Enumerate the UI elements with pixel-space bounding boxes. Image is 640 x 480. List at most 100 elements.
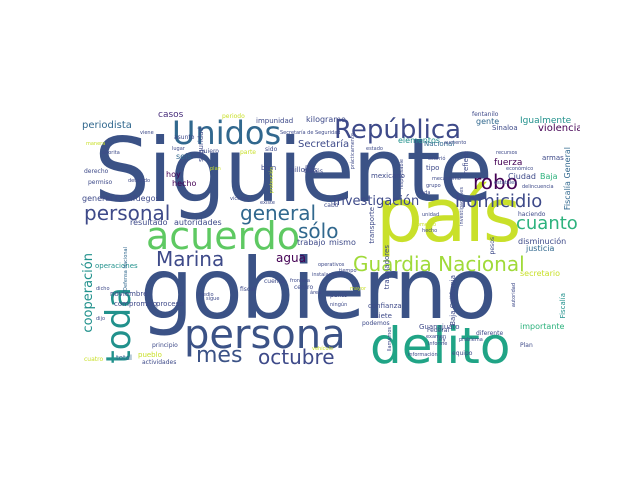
word-llamamos: llamamos [387,327,393,352]
word-importante: importante [520,322,565,331]
word-instalaciones: instalaciones [312,272,345,278]
word-manera: manera [86,141,106,147]
word-secretario: secretario [520,269,560,278]
word-delito: delito [370,317,511,369]
word-octubre: octubre [258,345,335,369]
word-frontera: frontera [290,278,311,284]
word-mismo: mismo [329,238,356,247]
word-periodo: periodo [222,113,245,120]
word-mayor: mayor [350,286,367,292]
word-baja: Baja [540,172,558,181]
word-problema: problema [459,337,483,343]
word-autoridades: autoridades [174,218,222,227]
word-estado: estado [366,146,383,152]
word-informe: informe [428,341,448,347]
word-sigue: sigue [206,296,220,302]
word-detenido: detenido [128,178,151,184]
word-delincuencia: delincuencia [522,184,554,190]
word-derecho: derecho [84,168,109,175]
word-acuerdo: acuerdo [146,214,300,258]
word-recursos: recursos [496,150,518,156]
word-cloud: Siguiente gobierno país persona delito a… [80,107,580,369]
word-ley: ley [437,336,446,343]
word-equipo: equipo [452,350,473,357]
word-parte: parte [240,149,256,156]
word-fiscalia-general: Fiscalía General [563,147,572,211]
word-personal: personal [84,201,171,225]
word-area: área [310,290,322,296]
word-investigaciones: investigaciones [459,187,465,226]
word-tipo: tipo [426,164,440,172]
word-millones: millones [288,166,318,174]
word-hecho: hecho [172,179,197,188]
word-secretaria-de-seguridad: Secretaría de Seguridad [280,130,341,136]
word-trabajadores: trabajadores [383,245,391,290]
word-informacion: información [408,352,438,358]
word-responsable: responsable [399,159,405,190]
word-pueblo: pueblo [138,351,162,359]
word-republica: República [334,115,462,145]
word-actividades: actividades [142,359,177,366]
word-baja-california: Baja California [449,275,457,326]
word-sinaloa: Sinaloa [492,124,518,132]
word-existe: existe [260,200,275,206]
word-solo: sólo [298,219,339,243]
word-centro: centro [294,284,314,291]
word-noviembre: noviembre [110,290,148,298]
word-kilogramo: kilogramo [306,115,346,124]
word-siete: siete [375,312,392,320]
word-cooperacion: cooperación [81,253,96,333]
word-hecho-2: hecho [422,228,438,234]
word-gobierno: gobierno [140,240,497,338]
word-impunidad: impunidad [256,117,294,125]
word-guardia-nacional: Guardia Nacional [353,252,525,276]
word-dijo: dijo [96,316,106,322]
word-ano: año [305,164,315,170]
word-gente: gente [476,117,500,126]
word-ocurrio: ocurrió [428,156,446,162]
word-trabajo: trabajo [297,238,326,247]
word-refiere: refiere [462,151,470,174]
word-ningun: ningún [330,302,348,308]
word-diferente: diferente [476,330,504,337]
word-general-cienfuegos: general Cienfuegos [82,194,160,203]
word-estatales: estatales [494,180,517,186]
word-mexicano: mexicano [371,172,405,180]
word-principio: principio [152,342,178,349]
word-ahorita: ahorita [102,150,120,156]
word-pais: país [376,173,521,259]
word-momento: momento [412,222,437,228]
word-marina: Marina [156,247,225,271]
word-secretaria: Secretaría [298,139,350,150]
word-permiso: permiso [88,179,113,186]
word-grupo: grupo [426,183,441,189]
word-elementos: elementos [398,136,441,145]
word-federal: Federal [427,327,450,334]
word-seguridad: seguridad [197,127,205,162]
word-siguiente: Siguiente [94,119,493,222]
word-traves: través [304,168,323,175]
word-periodista: periodista [82,120,132,131]
word-persona: persona [184,312,346,358]
word-homicidio: homicidio [455,191,543,212]
word-robo: robo [473,170,518,194]
word-asunto: asunto [174,134,195,141]
word-investigacion: investigación [333,194,420,209]
word-proceso: proceso [156,300,184,308]
word-medio: medio [198,292,214,298]
word-victima: víctima [230,196,249,202]
word-plan: Plan [520,342,533,349]
word-disminucion: disminución [518,237,567,246]
word-armas: armas [542,154,564,162]
word-economico: económico [506,166,534,172]
word-total: total [116,354,133,362]
word-toda: toda [99,287,139,364]
word-plan-2: plan [210,166,221,172]
word-compromiso: compromiso [114,300,158,308]
word-unidad: unidad [422,212,440,218]
word-operativos: operativos [318,262,345,268]
word-examen: examen [426,334,447,340]
word-fiscal: fiscal [240,286,256,293]
word-igualmente: Igualmente [520,116,572,126]
word-casos: casos [158,110,184,120]
